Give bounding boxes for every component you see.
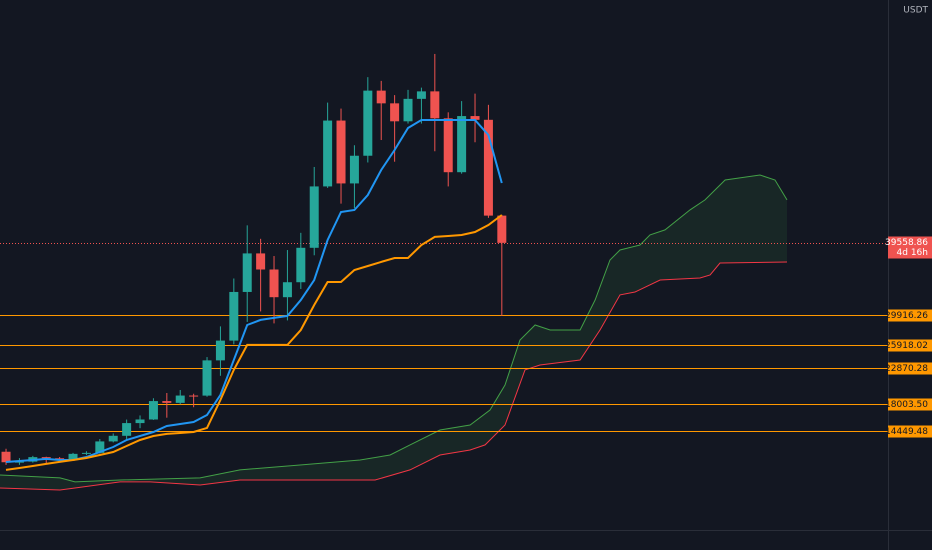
currency-label: USDT [903,6,928,16]
level-tag [888,398,932,411]
candle-body [162,401,172,403]
level-tag [888,425,932,438]
candle-body [363,90,373,156]
candle-body [189,395,199,397]
level-label: 25918.02 [885,341,928,351]
candle-body [41,457,51,459]
candle-body [470,116,480,120]
candle-body [309,186,319,248]
cloud-fill [0,175,787,490]
candle-body [403,98,413,122]
levels [0,243,888,432]
price-tags: 29916.26 25918.02 22870.28 18003.50 14449.48… [885,236,932,438]
candle-body [457,116,467,173]
level-tag [888,309,932,322]
level-label: 18003.50 [885,400,928,410]
candle-body [443,118,453,173]
level-tag [888,339,932,352]
indicator-lines [5,119,503,471]
candle-body [229,291,239,341]
candle-body [202,360,212,396]
candles [1,53,507,465]
candle-body [430,91,440,119]
candle-body [95,441,105,453]
candle-body [376,90,386,104]
last-price-tag [888,236,932,259]
candle-body [215,340,225,361]
candle-body [122,423,132,436]
candle-body [296,247,306,283]
candle-body [497,215,507,243]
candle-body [108,435,118,442]
level-label: 29916.26 [885,311,928,321]
candle-body [148,401,158,420]
candle-body [1,451,11,463]
candle-body [269,269,279,298]
candle-body [483,119,493,216]
span-b-line [0,261,788,491]
indicator-line [5,119,503,463]
candle-body [55,458,65,460]
candle-body [175,395,185,403]
span-a-line [0,174,788,483]
indicator-line [5,214,503,471]
countdown-label: 4d 16h [897,248,928,258]
level-label: 14449.48 [885,427,928,437]
cloud [0,174,788,491]
candle-body [68,453,78,460]
candle-body [390,103,400,122]
candle-body [323,120,333,187]
candle-body [81,452,91,454]
candle-body [282,282,292,298]
candle-body [14,461,24,463]
candle-body [242,253,252,292]
candle-body [256,253,266,270]
level-tag [888,362,932,375]
last-price-label: 39558.86 [885,238,928,248]
candle-body [336,120,346,184]
candle-body [135,419,145,424]
level-label: 22870.28 [885,364,928,374]
candle-body [416,91,426,99]
candle-body [349,155,359,184]
